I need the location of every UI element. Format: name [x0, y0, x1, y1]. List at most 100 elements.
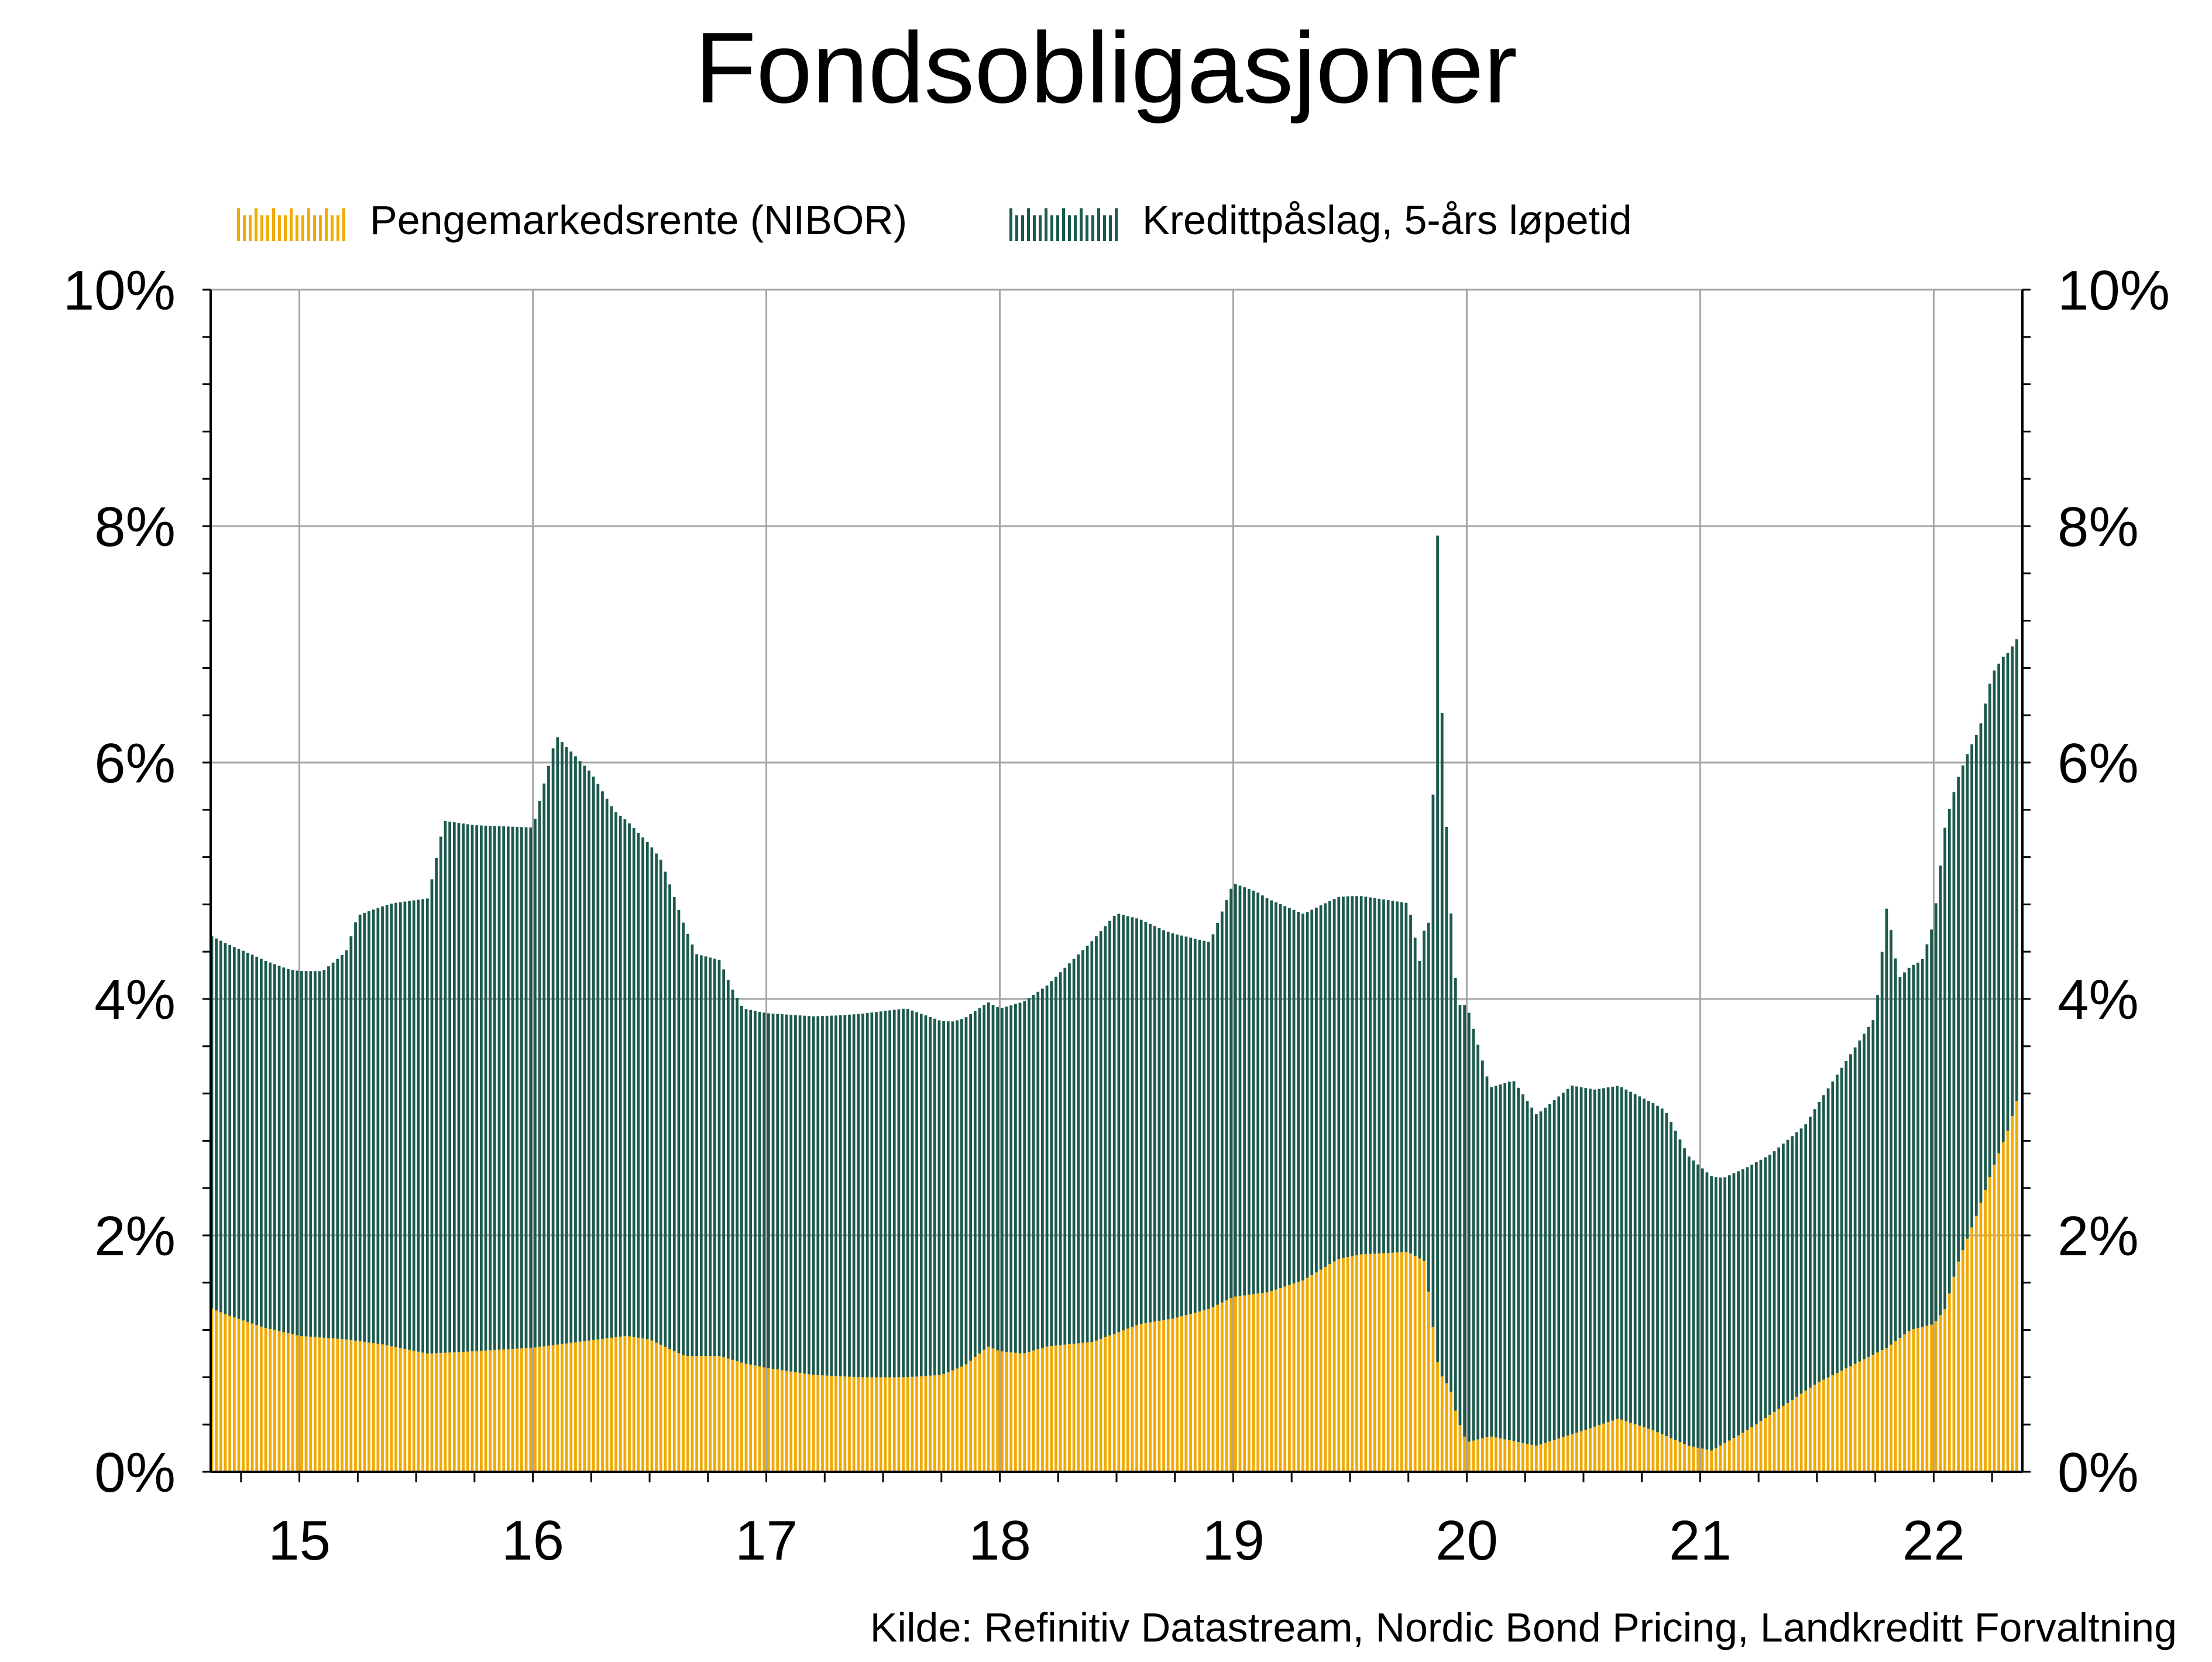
bar-credit-spread-372: [1880, 952, 1884, 1351]
bar-nibor-233: [1256, 1293, 1260, 1472]
bar-credit-spread-171: [978, 1008, 981, 1354]
bar-credit-spread-152: [892, 1009, 896, 1378]
legend-swatch-bar: [1027, 208, 1030, 241]
bar-credit-spread-198: [1099, 931, 1102, 1339]
bar-credit-spread-187: [1050, 981, 1053, 1347]
bar-credit-spread-139: [834, 1015, 837, 1376]
bar-credit-spread-98: [650, 847, 654, 1341]
bar-credit-spread-72: [534, 819, 537, 1348]
bar-nibor-4: [228, 1316, 232, 1472]
bar-credit-spread-81: [574, 756, 577, 1342]
bar-credit-spread-58: [470, 825, 474, 1352]
bar-nibor-332: [1701, 1448, 1704, 1472]
bar-nibor-215: [1176, 1317, 1179, 1472]
bar-nibor-214: [1171, 1318, 1174, 1472]
bar-credit-spread-141: [843, 1015, 847, 1377]
bar-credit-spread-33: [358, 914, 362, 1341]
bar-credit-spread-367: [1858, 1041, 1861, 1362]
bar-credit-spread-336: [1719, 1177, 1722, 1446]
bar-credit-spread-101: [664, 871, 667, 1347]
bar-credit-spread-119: [744, 1009, 748, 1364]
bar-credit-spread-277: [1454, 977, 1457, 1411]
bar-credit-spread-364: [1845, 1061, 1848, 1369]
bar-credit-spread-258: [1369, 897, 1372, 1254]
bar-nibor-62: [489, 1350, 492, 1472]
bar-nibor-54: [452, 1352, 456, 1472]
bar-nibor-391: [1966, 1238, 1969, 1472]
bar-nibor-158: [919, 1376, 923, 1472]
bar-credit-spread-272: [1431, 794, 1435, 1327]
bar-nibor-121: [753, 1365, 757, 1472]
bar-nibor-210: [1153, 1321, 1156, 1472]
bar-credit-spread-306: [1584, 1088, 1588, 1430]
bar-credit-spread-69: [520, 827, 523, 1349]
bar-nibor-381: [1921, 1327, 1924, 1472]
bar-credit-spread-193: [1077, 954, 1080, 1344]
bar-nibor-279: [1463, 1436, 1466, 1472]
bar-credit-spread-46: [417, 899, 420, 1352]
bar-credit-spread-231: [1247, 889, 1251, 1295]
bar-nibor-328: [1683, 1444, 1686, 1472]
bar-nibor-366: [1853, 1364, 1857, 1472]
bar-nibor-145: [861, 1377, 864, 1472]
bar-credit-spread-227: [1229, 888, 1233, 1298]
bar-credit-spread-155: [906, 1008, 909, 1378]
bar-nibor-202: [1117, 1332, 1121, 1472]
bar-nibor-389: [1957, 1261, 1960, 1472]
bar-credit-spread-300: [1557, 1096, 1561, 1439]
bar-nibor-241: [1292, 1283, 1296, 1472]
bar-credit-spread-218: [1189, 938, 1192, 1314]
bar-credit-spread-189: [1059, 972, 1062, 1345]
bar-nibor-156: [911, 1376, 914, 1472]
bar-credit-spread-44: [408, 901, 411, 1350]
bar-nibor-235: [1265, 1292, 1269, 1472]
bar-credit-spread-379: [1912, 964, 1915, 1330]
bar-credit-spread-6: [237, 949, 241, 1319]
bar-credit-spread-329: [1687, 1156, 1691, 1446]
bar-credit-spread-150: [884, 1011, 887, 1378]
bar-credit-spread-54: [452, 822, 456, 1352]
bar-nibor-340: [1737, 1435, 1740, 1472]
legend-swatch-bar: [290, 208, 293, 241]
bar-credit-spread-10: [255, 956, 259, 1326]
bar-credit-spread-45: [412, 900, 415, 1351]
bar-credit-spread-100: [659, 859, 662, 1345]
bar-nibor-184: [1036, 1349, 1040, 1472]
bar-nibor-204: [1126, 1328, 1129, 1472]
legend-swatch-bar: [1103, 215, 1106, 241]
bar-nibor-98: [650, 1340, 654, 1472]
bar-nibor-55: [457, 1352, 461, 1472]
bar-credit-spread-13: [269, 962, 272, 1329]
bar-credit-spread-312: [1611, 1086, 1615, 1421]
bar-credit-spread-293: [1526, 1101, 1529, 1444]
bar-credit-spread-315: [1624, 1089, 1628, 1421]
bar-credit-spread-191: [1068, 963, 1071, 1344]
bar-credit-spread-211: [1157, 928, 1161, 1321]
bar-credit-spread-399: [2001, 657, 2005, 1142]
bar-nibor-162: [937, 1375, 941, 1472]
bar-nibor-63: [493, 1349, 496, 1472]
bar-credit-spread-30: [345, 950, 348, 1340]
bar-nibor-362: [1836, 1373, 1839, 1472]
bar-credit-spread-134: [812, 1016, 815, 1375]
bar-credit-spread-200: [1108, 921, 1111, 1336]
bar-nibor-374: [1890, 1344, 1892, 1472]
bar-nibor-393: [1974, 1215, 1978, 1472]
bar-credit-spread-248: [1324, 903, 1327, 1267]
bar-credit-spread-391: [1966, 754, 1969, 1239]
bar-nibor-135: [816, 1375, 820, 1472]
legend-swatch-bar: [237, 208, 240, 241]
bar-nibor-45: [412, 1351, 415, 1472]
bar-credit-spread-27: [331, 962, 335, 1339]
bar-nibor-84: [588, 1340, 590, 1472]
bar-nibor-102: [668, 1349, 671, 1472]
legend-swatch-bar: [1115, 208, 1118, 241]
bar-nibor-383: [1930, 1324, 1933, 1472]
bar-nibor-111: [709, 1356, 712, 1472]
bar-credit-spread-95: [637, 832, 640, 1338]
bar-nibor-70: [524, 1348, 528, 1472]
bar-nibor-83: [583, 1341, 586, 1472]
bar-credit-spread-129: [789, 1015, 793, 1372]
bar-nibor-220: [1198, 1311, 1201, 1472]
legend-swatch-bar: [307, 208, 310, 241]
